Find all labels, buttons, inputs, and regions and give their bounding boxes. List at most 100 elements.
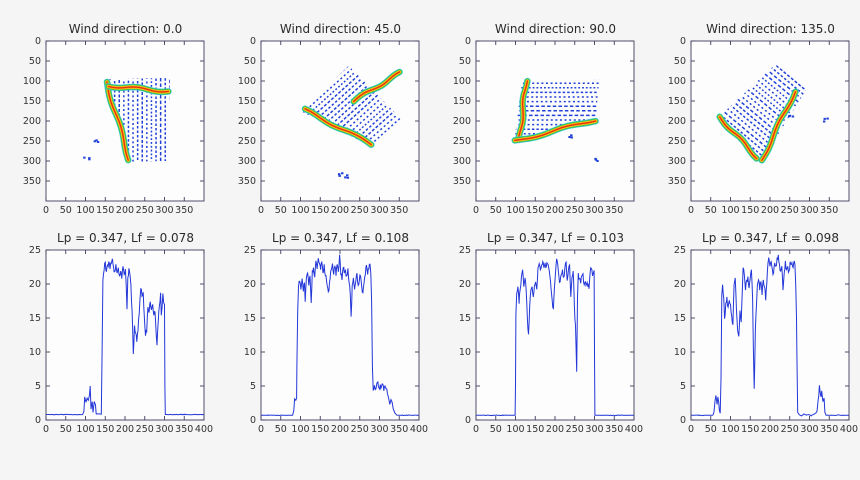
svg-text:400: 400 <box>840 424 858 435</box>
svg-text:0: 0 <box>43 424 49 435</box>
subplot-signal-2: Lp = 0.347, Lf = 0.108 0 50 100 150 200 250 30… <box>215 231 430 436</box>
svg-text:50: 50 <box>244 56 256 67</box>
subplot-title: Wind direction: 45.0 <box>279 22 402 36</box>
svg-text:350: 350 <box>605 205 623 216</box>
svg-text:250: 250 <box>238 136 256 147</box>
subplot-title: Lp = 0.347, Lf = 0.098 <box>702 231 839 245</box>
svg-text:0: 0 <box>35 37 41 47</box>
subplot-signal-4: Lp = 0.347, Lf = 0.098 0 50 100 150 200 250 30… <box>645 231 860 436</box>
svg-text:100: 100 <box>291 205 309 216</box>
svg-text:0: 0 <box>473 424 479 435</box>
svg-text:0: 0 <box>250 415 256 426</box>
wind-direction-90-plot: 0 50 100 150 200 250 300 3500501001502002503003… <box>453 37 635 216</box>
svg-text:250: 250 <box>453 136 471 147</box>
subplot-signal-3: Lp = 0.347, Lf = 0.103 0 50 100 150 200 250 30… <box>430 231 645 436</box>
svg-text:150: 150 <box>526 424 544 435</box>
svg-text:150: 150 <box>23 96 41 107</box>
subplot-wind-90: Wind direction: 90.0 0 50 100 150 200 250 300 3… <box>430 22 645 217</box>
svg-text:250: 250 <box>566 205 584 216</box>
svg-text:50: 50 <box>275 424 287 435</box>
subplot-grid: Wind direction: 0.0 0 50 100 150 200 250 300 35… <box>0 22 860 436</box>
svg-text:400: 400 <box>625 424 643 435</box>
svg-text:50: 50 <box>674 56 686 67</box>
svg-text:100: 100 <box>668 76 686 87</box>
svg-text:50: 50 <box>29 56 41 67</box>
lf-0098-line-plot: 0 50 100 150 200 250 300 350 400 0 5 10 15 20 25 <box>674 246 858 435</box>
svg-text:5: 5 <box>680 381 686 392</box>
svg-text:200: 200 <box>23 116 41 127</box>
svg-text:250: 250 <box>23 136 41 147</box>
svg-text:150: 150 <box>526 205 544 216</box>
wind-direction-135-plot: 0 50 100 150 200 250 300 3500501001502002503003… <box>668 37 850 216</box>
svg-text:200: 200 <box>116 424 134 435</box>
subplot-signal-1: Lp = 0.347, Lf = 0.078 0 50 100 150 200 250 30… <box>0 231 215 436</box>
svg-text:0: 0 <box>680 37 686 47</box>
svg-text:25: 25 <box>244 246 256 256</box>
svg-text:0: 0 <box>250 37 256 47</box>
svg-text:150: 150 <box>238 96 256 107</box>
svg-text:5: 5 <box>465 381 471 392</box>
svg-text:150: 150 <box>311 205 329 216</box>
svg-text:200: 200 <box>761 424 779 435</box>
svg-text:300: 300 <box>238 156 256 167</box>
svg-text:25: 25 <box>674 246 686 256</box>
svg-text:0: 0 <box>258 424 264 435</box>
svg-text:0: 0 <box>680 415 686 426</box>
svg-text:250: 250 <box>136 205 154 216</box>
svg-text:150: 150 <box>96 424 114 435</box>
svg-text:50: 50 <box>705 205 717 216</box>
svg-text:150: 150 <box>453 96 471 107</box>
svg-text:50: 50 <box>490 424 502 435</box>
svg-text:250: 250 <box>136 424 154 435</box>
subplot-wind-135: Wind direction: 135.0 0 50 100 150 200 250 300… <box>645 22 860 217</box>
svg-text:100: 100 <box>453 76 471 87</box>
svg-text:350: 350 <box>820 424 838 435</box>
svg-text:350: 350 <box>390 205 408 216</box>
svg-text:200: 200 <box>761 205 779 216</box>
subplot-title: Lp = 0.347, Lf = 0.103 <box>487 231 624 245</box>
svg-text:5: 5 <box>250 381 256 392</box>
svg-text:150: 150 <box>741 424 759 435</box>
svg-text:250: 250 <box>668 136 686 147</box>
svg-text:200: 200 <box>453 116 471 127</box>
svg-text:350: 350 <box>668 176 686 187</box>
svg-text:100: 100 <box>76 205 94 216</box>
svg-text:10: 10 <box>459 347 471 358</box>
svg-text:350: 350 <box>453 176 471 187</box>
svg-text:0: 0 <box>465 415 471 426</box>
svg-text:250: 250 <box>351 205 369 216</box>
svg-text:0: 0 <box>43 205 49 216</box>
svg-text:250: 250 <box>351 424 369 435</box>
svg-text:300: 300 <box>800 205 818 216</box>
svg-text:150: 150 <box>311 424 329 435</box>
svg-text:50: 50 <box>705 424 717 435</box>
subplot-wind-45: Wind direction: 45.0 0 50 100 150 200 250 300 3… <box>215 22 430 217</box>
svg-text:300: 300 <box>453 156 471 167</box>
svg-text:200: 200 <box>546 205 564 216</box>
svg-text:100: 100 <box>721 205 739 216</box>
svg-text:300: 300 <box>370 205 388 216</box>
lf-0103-line-plot: 0 50 100 150 200 250 300 350 400 0 5 10 15 20 25 <box>459 246 643 435</box>
svg-text:15: 15 <box>244 313 256 324</box>
svg-text:50: 50 <box>459 56 471 67</box>
svg-text:200: 200 <box>546 424 564 435</box>
svg-text:200: 200 <box>331 205 349 216</box>
svg-text:150: 150 <box>96 205 114 216</box>
svg-text:300: 300 <box>23 156 41 167</box>
svg-text:50: 50 <box>275 205 287 216</box>
svg-text:20: 20 <box>674 279 686 290</box>
svg-text:0: 0 <box>473 205 479 216</box>
svg-text:10: 10 <box>674 347 686 358</box>
svg-text:100: 100 <box>721 424 739 435</box>
svg-text:0: 0 <box>258 205 264 216</box>
subplot-wind-0: Wind direction: 0.0 0 50 100 150 200 250 300 35… <box>0 22 215 217</box>
svg-text:100: 100 <box>506 424 524 435</box>
subplot-title: Wind direction: 135.0 <box>706 22 835 36</box>
svg-text:100: 100 <box>23 76 41 87</box>
svg-text:50: 50 <box>490 205 502 216</box>
svg-text:250: 250 <box>566 424 584 435</box>
svg-text:300: 300 <box>155 205 173 216</box>
subplot-title: Wind direction: 0.0 <box>68 22 183 36</box>
svg-text:0: 0 <box>35 415 41 426</box>
